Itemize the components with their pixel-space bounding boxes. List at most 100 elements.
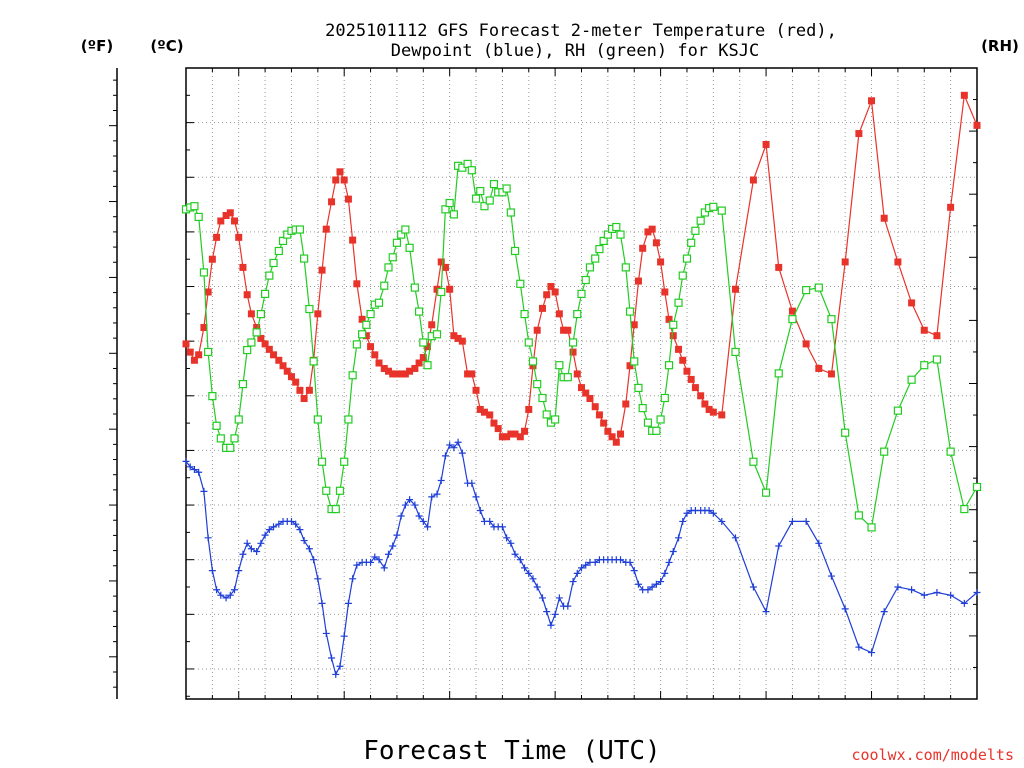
rh-point (520, 309, 529, 319)
dewpoint-point (841, 605, 849, 613)
rh-point (410, 283, 419, 292)
temperature-point (458, 337, 466, 345)
dewpoint-point (200, 487, 208, 495)
temperature-point (749, 176, 757, 184)
dewpoint-point (947, 591, 955, 599)
dewpoint-point (292, 520, 300, 528)
rh-point (489, 180, 499, 189)
temperature-point (247, 310, 255, 318)
rh-point (638, 404, 647, 413)
temperature-point (634, 277, 642, 285)
temperature-point (639, 244, 647, 252)
temperature-point (275, 356, 283, 364)
rh-point (612, 222, 621, 232)
temperature-point (498, 433, 506, 441)
temperature-point (182, 340, 190, 348)
rh-point (867, 523, 876, 532)
temperature-point (573, 370, 581, 378)
dewpoint-point (441, 452, 449, 460)
temperature-point (204, 288, 212, 296)
temperature-point (709, 408, 717, 416)
temperature-point (855, 130, 863, 138)
dewpoint-point (208, 567, 216, 575)
temperature-point (476, 405, 484, 413)
dewpoint-point (253, 547, 261, 555)
rh-point (252, 328, 261, 337)
temperature-point (411, 364, 419, 372)
temperature-point (349, 236, 357, 244)
rh-point (401, 225, 410, 234)
temperature-point (762, 140, 770, 148)
rh-point (423, 361, 432, 370)
dewpoint-point (775, 542, 783, 550)
dewpoint-point (454, 438, 462, 446)
dewpoint-point (318, 599, 326, 607)
rh-point (603, 230, 612, 239)
dewpoint-point (186, 463, 194, 471)
credit-text: coolwx.com/modelts (851, 746, 1014, 764)
rh-point (352, 340, 361, 349)
temperature-point (705, 405, 713, 413)
dewpoint-point (393, 531, 401, 539)
rh-point (278, 236, 288, 245)
dewpoint-point (336, 662, 344, 670)
dewpoint-point (296, 526, 304, 534)
rh-point (216, 434, 225, 443)
temperature-point (582, 389, 590, 397)
temperature-point (555, 310, 563, 318)
temperature-point (190, 356, 198, 364)
rh-point (261, 289, 270, 298)
dewpoint-point (450, 444, 458, 452)
dewpoint-point (397, 512, 405, 520)
rh-point (774, 369, 783, 378)
dewpoint-point (213, 586, 221, 594)
temperature-point (608, 433, 616, 441)
rh-point (480, 202, 489, 211)
temperature-point (880, 214, 888, 222)
rh-point (194, 212, 203, 222)
rh-point (920, 361, 929, 370)
temperature-point (604, 427, 612, 435)
dewpoint-point (367, 558, 375, 566)
dewpoint-point (231, 586, 239, 594)
dewpoint-point (384, 550, 392, 558)
dewpoint-point (190, 466, 198, 474)
dewpoint-point (762, 608, 770, 616)
rh-point (630, 357, 639, 366)
temperature-point (393, 370, 401, 378)
rh-point (362, 320, 371, 329)
temperature-point (947, 203, 955, 211)
x-axis-label: Forecast Time (UTC) (363, 736, 660, 766)
temperature-point (213, 233, 221, 241)
temperature-point (815, 364, 823, 372)
temperature-point (283, 367, 291, 375)
temperature-point (433, 285, 441, 293)
rh-point (643, 418, 653, 427)
temperature-point (894, 258, 902, 266)
rh-point (960, 504, 969, 514)
temperature-point (697, 392, 705, 400)
rh-point (463, 159, 472, 169)
temperature-point (675, 345, 683, 353)
dewpoint-point (486, 517, 494, 525)
temperature-point (358, 315, 366, 323)
dewpoint-point (529, 575, 537, 583)
temperature-point (516, 433, 524, 441)
temperature-point (318, 266, 326, 274)
temperature-point (375, 359, 383, 367)
dewpoint-point (314, 575, 322, 583)
dewpoint-point (551, 610, 559, 618)
dewpoint-point (705, 507, 713, 515)
rh-point (972, 482, 982, 492)
dewpoint-point (287, 517, 295, 525)
temperature-point (669, 332, 677, 340)
rh-point (388, 253, 397, 262)
temperature-point (186, 348, 194, 356)
temperature-point (644, 228, 652, 236)
rh-point (880, 447, 889, 456)
dewpoint-point (371, 553, 379, 561)
temperature-point (401, 370, 409, 378)
rh-point (502, 184, 511, 193)
rh-point (731, 347, 740, 357)
temperature-point (551, 288, 559, 296)
